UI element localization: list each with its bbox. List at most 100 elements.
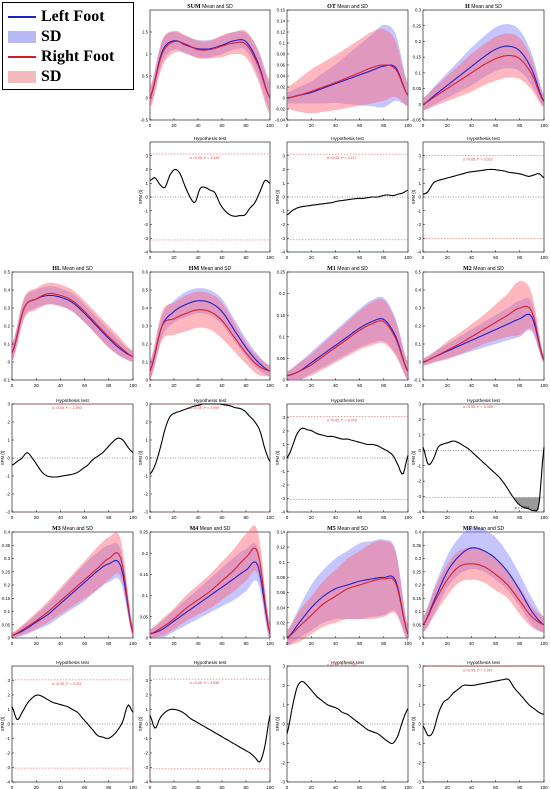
- y-tick-label-SUM: 1.5: [142, 30, 149, 35]
- legend-item-left-sd: SD: [3, 27, 133, 47]
- y-tick-label-HM: 0: [146, 378, 149, 383]
- spm-curve-SUM: [149, 168, 271, 217]
- mean-line-right-OT: [286, 64, 409, 99]
- y-tick-label-M1: 0.25: [277, 270, 286, 275]
- spm-y-tick-label-M2: 1: [418, 432, 421, 437]
- legend-swatch-right-sd: [8, 71, 36, 83]
- y-tick-label-OT: 0: [283, 96, 286, 101]
- spm-y-tick-label-OT: 1: [282, 181, 285, 186]
- spm-title-M3: Hypothesis test: [56, 660, 89, 666]
- x-tick-label-SUM: 80: [243, 123, 249, 128]
- y-tick-label-OT: -0.04: [275, 118, 285, 123]
- spm-y-tick-label-M3: 0: [7, 722, 10, 727]
- threshold-annotation-HM: α =0.05, t* = 2.999: [190, 406, 220, 410]
- spm-x-tick-label-OT: 60: [357, 255, 363, 260]
- spm-y-tick-label-MF: 2: [418, 683, 421, 688]
- y-tick-label-M1: 0.15: [277, 313, 286, 318]
- x-tick-label-M4: 20: [171, 641, 177, 646]
- spm-y-tick-label-HL: 0: [7, 456, 10, 461]
- spm-x-tick-label-HM: 80: [243, 515, 249, 520]
- spm-curve-M2: [422, 440, 545, 512]
- mean-line-right-M4: [149, 547, 271, 635]
- plot-frame-SUM: [149, 9, 271, 121]
- legend-item-right-sd: SD: [3, 67, 133, 87]
- spm-y-tick-label-HL: -2: [6, 492, 10, 497]
- x-tick-label-HM: 20: [171, 383, 177, 388]
- y-tick-label-M4: 0.1: [142, 593, 149, 598]
- x-tick-label-M3: 20: [34, 641, 40, 646]
- spm-title-M5: Hypothesis test: [331, 660, 364, 666]
- y-tick-label-MF: 0.35: [413, 543, 422, 548]
- x-tick-label-M4: 0: [149, 641, 152, 646]
- spm-y-tick-label-M2: 0: [418, 448, 421, 453]
- x-tick-label-H: 100: [540, 123, 548, 128]
- spm-y-tick-label-M3: -4: [6, 780, 10, 785]
- spm-x-tick-label-H: 0: [422, 255, 425, 260]
- spm-x-tick-label-M3: 80: [106, 785, 112, 789]
- spm-y-tick-label-M4: 2: [145, 693, 148, 698]
- threshold-annotation-M2: α =0.05, t* = 3.055: [463, 405, 493, 409]
- x-tick-label-HL: 0: [11, 383, 14, 388]
- chart-title-M2: M2 Mean and SD: [463, 266, 504, 272]
- spm-curve-OT: [286, 189, 409, 216]
- y-tick-label-HL: 0.3: [4, 306, 11, 311]
- x-tick-label-M1: 80: [381, 383, 387, 388]
- y-tick-label-M5: 0.08: [277, 575, 286, 580]
- x-tick-label-HL: 80: [106, 383, 112, 388]
- spm-axis-label-HL: SPM {t}: [0, 450, 5, 465]
- sd-band-left-H: [423, 24, 544, 111]
- y-tick-label-HL: 0.5: [4, 270, 11, 275]
- spm-x-tick-label-M1: 60: [357, 515, 363, 520]
- mean-line-left-M4: [149, 561, 271, 635]
- spm-x-tick-label-HL: 40: [58, 515, 64, 520]
- spm-y-tick-label-HL: 2: [7, 420, 10, 425]
- threshold-annotation-MF: α =0.05, t* = 2.977: [463, 668, 493, 672]
- spm-x-tick-label-SUM: 40: [195, 255, 201, 260]
- spm-y-tick-label-OT: -2: [281, 222, 285, 227]
- spm-axis-label-MF: SPM {t}: [411, 716, 416, 731]
- spm-x-tick-label-OT: 20: [309, 255, 315, 260]
- y-tick-label-H: 0.2: [415, 39, 422, 44]
- x-tick-label-MF: 80: [517, 641, 523, 646]
- x-tick-label-M2: 40: [469, 383, 475, 388]
- y-tick-label-OT: 0.16: [277, 8, 286, 13]
- y-tick-label-OT: 0.08: [277, 52, 286, 57]
- threshold-annotation-M5: α =0.05, t* = 3.249: [327, 663, 357, 667]
- spm-y-tick-label-M2: -3: [417, 494, 421, 499]
- spm-y-tick-label-M4: -3: [144, 765, 148, 770]
- x-tick-label-H: 60: [493, 123, 499, 128]
- y-tick-label-H: 0.15: [413, 55, 422, 60]
- spm-x-tick-label-M5: 20: [309, 785, 315, 789]
- chart-title-text: Mean and SD: [200, 526, 231, 532]
- y-tick-label-MF: 0.05: [413, 622, 422, 627]
- spm-y-tick-label-M1: 1: [282, 442, 285, 447]
- spm-axis-label-OT: SPM {t}: [275, 189, 280, 204]
- spm-y-tick-label-MF: 3: [418, 664, 421, 669]
- sd-band-left-SUM: [150, 31, 270, 112]
- mean-line-right-HL: [11, 292, 134, 358]
- x-tick-label-M3: 60: [82, 641, 88, 646]
- spm-y-tick-label-SUM: 2: [145, 167, 148, 172]
- y-tick-label-HL: 0: [8, 360, 11, 365]
- spm-y-tick-label-HM: 2: [145, 420, 148, 425]
- spm-y-tick-label-M2: -4: [417, 510, 421, 515]
- x-tick-label-M3: 0: [11, 641, 14, 646]
- plot-frame-HL: [11, 271, 134, 381]
- y-tick-label-SUM: -0.5: [141, 118, 149, 123]
- sd-band-left-M5: [287, 539, 408, 646]
- threshold-annotation-M1: α =0.05, t* = 3.078: [327, 418, 357, 422]
- spm-x-tick-label-SUM: 100: [266, 255, 274, 260]
- y-tick-label-HM: 0.2: [142, 342, 149, 347]
- y-tick-label-M5: 0.04: [277, 605, 286, 610]
- y-tick-label-M1: 0.2: [279, 291, 286, 296]
- spm-y-tick-label-OT: 2: [282, 167, 285, 172]
- spm-y-tick-label-M3: -1: [6, 736, 10, 741]
- spm-y-tick-label-M1: -2: [281, 483, 285, 488]
- spm-y-tick-label-MF: -3: [417, 780, 421, 785]
- spm-y-tick-label-HM: 1: [145, 438, 148, 443]
- spm-y-tick-label-M3: -2: [6, 751, 10, 756]
- y-tick-label-HM: 0.1: [142, 360, 149, 365]
- spm-y-tick-label-HM: -2: [144, 492, 148, 497]
- spm-y-tick-label-HM: 0: [145, 456, 148, 461]
- sd-band-left-MF: [423, 526, 544, 633]
